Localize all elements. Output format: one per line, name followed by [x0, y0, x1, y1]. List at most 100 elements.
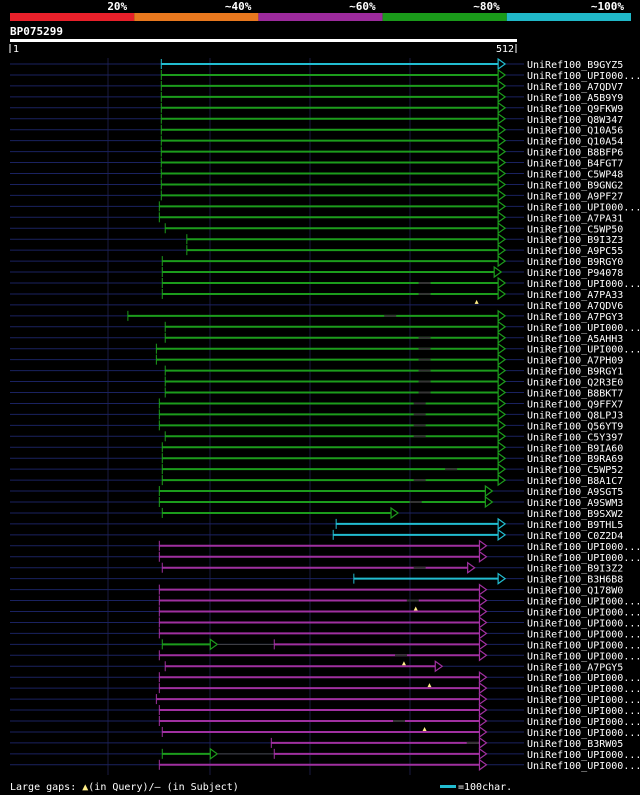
hit-row[interactable]: UniRef100_Q2R3E0 [10, 375, 623, 389]
hit-name-link[interactable]: UniRef100_Q9FKW9 [527, 104, 623, 115]
hit-row[interactable]: UniRef100_Q56YT9 [10, 419, 623, 432]
hit-name-link[interactable]: UniRef100_UPI000... [527, 684, 640, 695]
hit-row[interactable]: UniRef100_UPI000... [10, 320, 640, 334]
hit-row[interactable]: UniRef100_UPI000... [10, 627, 640, 640]
hit-name-link[interactable]: UniRef100_UPI000... [527, 323, 640, 334]
hit-name-link[interactable]: UniRef100_UPI000... [527, 761, 640, 772]
hit-name-link[interactable]: UniRef100_UPI000... [527, 695, 640, 706]
hit-name-link[interactable]: UniRef100_UPI000... [527, 608, 640, 619]
hit-row[interactable]: UniRef100_B9RGY0 [10, 254, 623, 268]
hit-row[interactable]: UniRef100_UPI000... [10, 342, 640, 356]
hit-row[interactable]: UniRef100_UPI000... [10, 200, 640, 213]
hit-name-link[interactable]: UniRef100_UPI000... [527, 542, 640, 553]
hit-name-link[interactable]: UniRef100_A7PGY5 [527, 662, 623, 673]
hit-name-link[interactable]: UniRef100_UPI000... [527, 202, 640, 213]
hit-row[interactable]: UniRef100_A7PA33 [10, 287, 623, 301]
hit-name-link[interactable]: UniRef100_UPI000... [527, 673, 640, 684]
hit-row[interactable]: UniRef100_UPI000... [10, 68, 640, 82]
hit-name-link[interactable]: UniRef100_B8BFP6 [527, 148, 623, 159]
hit-name-link[interactable]: UniRef100_A5AHH3 [527, 334, 623, 345]
hit-name-link[interactable]: UniRef100_Q9FFX7 [527, 399, 623, 410]
hit-name-link[interactable]: UniRef100_UPI000... [527, 651, 640, 662]
hit-name-link[interactable]: UniRef100_UPI000... [527, 750, 640, 761]
hit-row[interactable]: UniRef100_A7PH09 [10, 353, 623, 367]
hit-name-link[interactable]: UniRef100_UPI000... [527, 279, 640, 290]
hit-row[interactable]: UniRef100_Q178W0 [10, 583, 623, 597]
hit-row[interactable]: UniRef100_Q9FFX7 [10, 397, 623, 410]
hit-name-link[interactable]: UniRef100_C5WP48 [527, 170, 623, 181]
hit-name-link[interactable]: UniRef100_Q2R3E0 [527, 378, 623, 389]
hit-name-link[interactable]: UniRef100_Q8W347 [527, 115, 623, 126]
hit-row[interactable]: UniRef100_C5WP52 [10, 462, 623, 476]
hit-row[interactable]: UniRef100_A7PA31 [10, 211, 623, 224]
hit-row[interactable]: UniRef100_UPI000... [10, 671, 640, 684]
hit-row[interactable]: UniRef100_A9PF27 [10, 189, 623, 202]
hit-row[interactable]: UniRef100_UPI000... [10, 714, 640, 728]
hit-row[interactable]: UniRef100_B9THL5 [10, 517, 623, 531]
hit-name-link[interactable]: UniRef100_A9SWM3 [527, 498, 623, 509]
hit-name-link[interactable]: UniRef100_Q8LPJ3 [527, 410, 623, 421]
hit-name-link[interactable]: UniRef100_C5WP50 [527, 224, 623, 235]
hit-row[interactable]: UniRef100_A7PGY5 [10, 660, 623, 673]
hit-row[interactable]: UniRef100_UPI000... [10, 747, 640, 761]
hit-row[interactable]: UniRef100_UPI000... [10, 616, 640, 629]
hit-row[interactable]: UniRef100_B3RW05 [10, 736, 623, 750]
hit-row[interactable]: UniRef100_B9RGY1 [10, 364, 623, 378]
hit-row[interactable]: UniRef100_C5Y397 [10, 430, 623, 443]
hit-name-link[interactable]: UniRef100_C5Y397 [527, 432, 623, 443]
hit-name-link[interactable]: UniRef100_UPI000... [527, 640, 640, 651]
hit-name-link[interactable]: UniRef100_Q178W0 [527, 586, 623, 597]
hit-row[interactable]: UniRef100_A9SWM3 [10, 495, 623, 509]
hit-name-link[interactable]: UniRef100_A9PC55 [527, 246, 623, 257]
hit-name-link[interactable]: UniRef100_A7PH09 [527, 356, 623, 367]
hit-row[interactable]: UniRef100_UPI000... [10, 605, 640, 619]
hit-row[interactable]: UniRef100_B9RA69 [10, 452, 623, 465]
hit-row[interactable]: UniRef100_B9SXW2 [10, 506, 623, 520]
hit-row[interactable]: UniRef100_A7QDV6 [10, 299, 623, 312]
hit-name-link[interactable]: UniRef100_UPI000... [527, 597, 640, 608]
hit-row[interactable]: UniRef100_P94078 [10, 265, 623, 279]
hit-name-link[interactable]: UniRef100_B9RA69 [527, 454, 623, 465]
hit-row[interactable]: UniRef100_B8BKT7 [10, 386, 623, 400]
hit-row[interactable]: UniRef100_A9PC55 [10, 243, 623, 257]
hit-name-link[interactable]: UniRef100_Q10A54 [527, 137, 623, 148]
hit-row[interactable]: UniRef100_UPI000... [10, 550, 640, 564]
hit-row[interactable]: UniRef100_UPI000... [10, 681, 640, 695]
hit-name-link[interactable]: UniRef100_UPI000... [527, 71, 640, 82]
hit-name-link[interactable]: UniRef100_UPI000... [527, 706, 640, 717]
hit-row[interactable]: UniRef100_B9IA60 [10, 441, 623, 454]
hit-name-link[interactable]: UniRef100_A7QDV6 [527, 301, 623, 312]
hit-name-link[interactable]: UniRef100_UPI000... [527, 629, 640, 640]
hit-row[interactable]: UniRef100_B9I3Z2 [10, 561, 623, 575]
hit-row[interactable]: UniRef100_C0Z2D4 [10, 528, 623, 542]
hit-row[interactable]: UniRef100_B9GNG2 [10, 178, 623, 191]
hit-name-link[interactable]: UniRef100_A5B9Y9 [527, 93, 623, 104]
hit-name-link[interactable]: UniRef100_A7PA33 [527, 290, 623, 301]
hit-name-link[interactable]: UniRef100_B9THL5 [527, 520, 623, 531]
hit-row[interactable]: UniRef100_A7QDV7 [10, 79, 623, 93]
hit-row[interactable]: UniRef100_UPI000... [10, 638, 640, 651]
hit-row[interactable]: UniRef100_Q9FKW9 [10, 101, 623, 115]
hit-name-link[interactable]: UniRef100_A9PF27 [527, 191, 623, 202]
hit-name-link[interactable]: UniRef100_B9GNG2 [527, 180, 623, 191]
hit-name-link[interactable]: UniRef100_Q56YT9 [527, 421, 623, 432]
hit-row[interactable]: UniRef100_UPI000... [10, 649, 640, 662]
hit-name-link[interactable]: UniRef100_B3RW05 [527, 739, 623, 750]
hit-row[interactable]: UniRef100_A7PGY3 [10, 309, 623, 323]
hit-row[interactable]: UniRef100_UPI000... [10, 276, 640, 290]
hit-name-link[interactable]: UniRef100_B9GYZ5 [527, 60, 623, 71]
hit-name-link[interactable]: UniRef100_B9SXW2 [527, 509, 623, 520]
hit-name-link[interactable]: UniRef100_C5WP52 [527, 465, 623, 476]
hit-name-link[interactable]: UniRef100_B3H6B8 [527, 575, 623, 586]
hit-name-link[interactable]: UniRef100_UPI000... [527, 553, 640, 564]
hit-row[interactable]: UniRef100_B8A1C7 [10, 473, 623, 487]
hit-row[interactable]: UniRef100_Q10A56 [10, 123, 623, 137]
hit-name-link[interactable]: UniRef100_UPI000... [527, 618, 640, 629]
hit-name-link[interactable]: UniRef100_C0Z2D4 [527, 531, 623, 542]
hit-row[interactable]: UniRef100_UPI000... [10, 703, 640, 717]
hit-name-link[interactable]: UniRef100_UPI000... [527, 728, 640, 739]
hit-row[interactable]: UniRef100_UPI000... [10, 758, 640, 772]
hit-row[interactable]: UniRef100_Q10A54 [10, 134, 623, 148]
hit-row[interactable]: UniRef100_B9I3Z3 [10, 233, 623, 246]
hit-row[interactable]: UniRef100_B8BFP6 [10, 145, 623, 159]
